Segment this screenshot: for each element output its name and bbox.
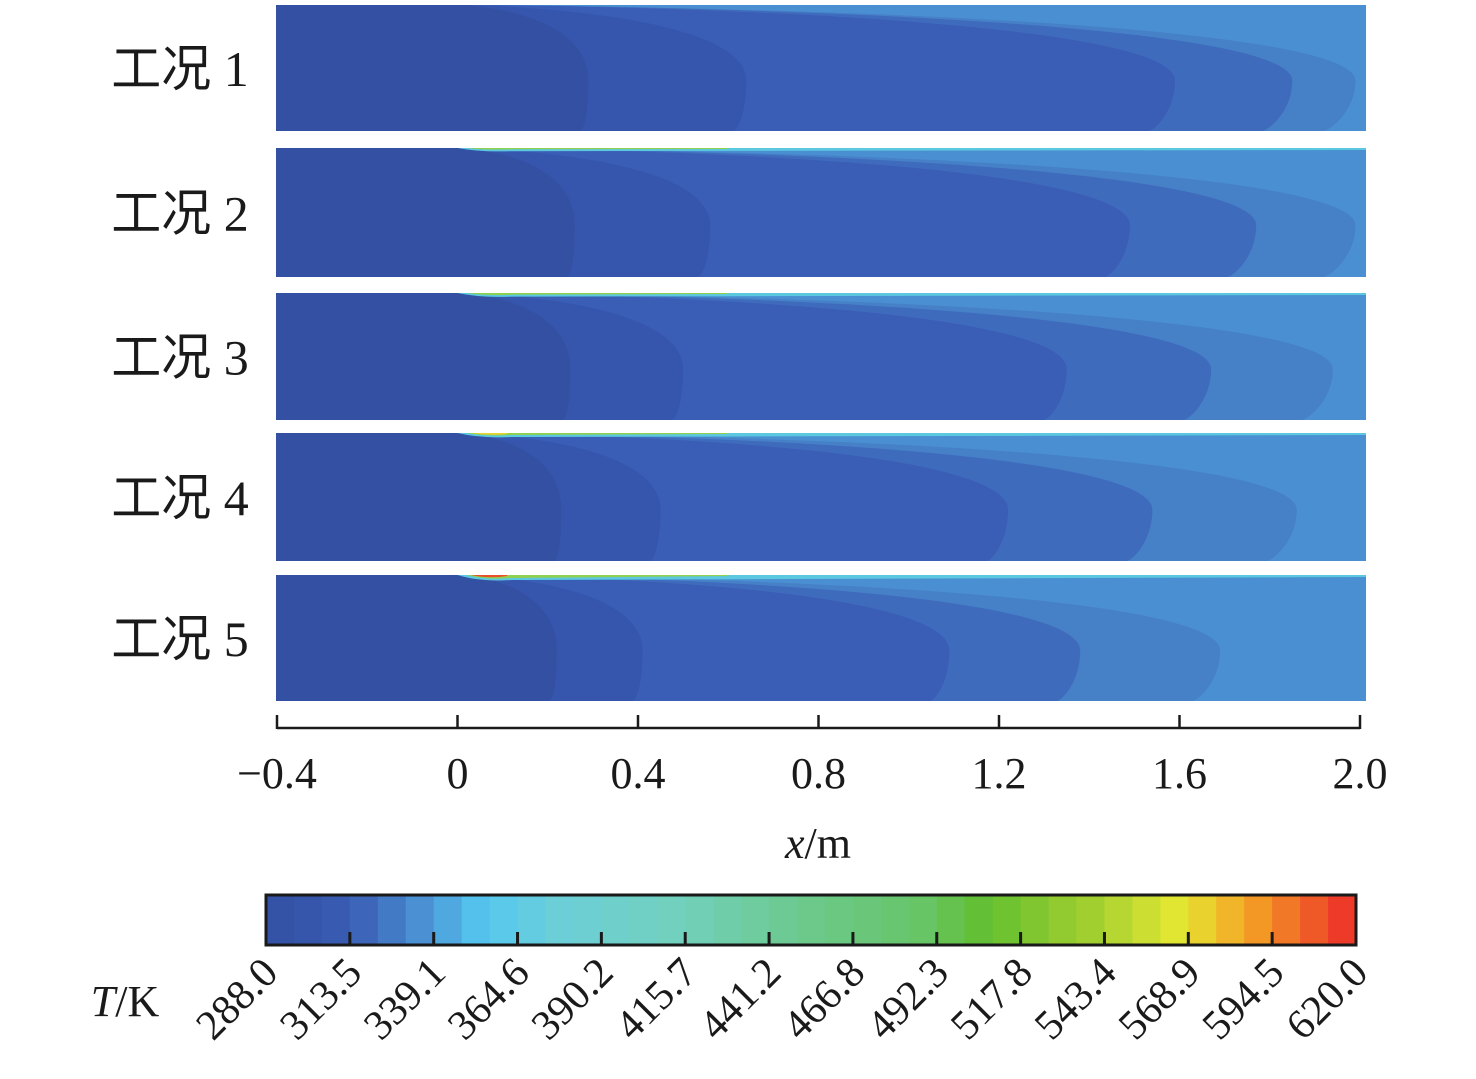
contour-band [276, 575, 557, 701]
colorbar-segment [321, 895, 351, 945]
colorbar-segment [1272, 895, 1301, 945]
colorbar-segment [1244, 895, 1273, 945]
hot-streak-mid [466, 148, 729, 150]
x-tick-label: 0 [447, 749, 469, 798]
colorbar-segment [266, 895, 295, 945]
colorbar-segment [1300, 895, 1329, 945]
contour-bands [276, 293, 1366, 420]
colorbar-tick-label: 517.8 [942, 950, 1041, 1049]
colorbar-segment [377, 895, 407, 945]
colorbar-segment [852, 895, 882, 945]
colorbar-segment [880, 895, 910, 945]
contour-bands [276, 148, 1366, 277]
colorbar-segment [517, 895, 547, 945]
colorbar-tick-label: 620.0 [1278, 950, 1377, 1049]
x-tick-label: 0.8 [791, 749, 846, 798]
colorbar-segment [1076, 895, 1106, 945]
colorbar-segment [936, 895, 966, 945]
colorbar-segment [1132, 895, 1161, 945]
colorbar-segment [1048, 895, 1078, 945]
case-panel-2: 工况 2 [111, 148, 1366, 277]
hot-streak-core [471, 575, 508, 578]
contour-band [276, 433, 562, 561]
colorbar-segment [992, 895, 1022, 945]
colorbar-tick-label: 543.4 [1026, 950, 1125, 1049]
colorbar-segment [1188, 895, 1217, 945]
case-label: 工况 4 [111, 470, 249, 526]
colorbar-segment [489, 895, 519, 945]
colorbar-segment [1328, 895, 1357, 945]
colorbar-segment [685, 895, 714, 945]
colorbar-segment [1020, 895, 1050, 945]
colorbar-tick-label: 466.8 [775, 950, 874, 1049]
x-axis-label: x/m [784, 819, 851, 868]
colorbar-tick-label: 568.9 [1110, 950, 1209, 1049]
case-label: 工况 3 [111, 330, 249, 386]
colorbar-frame [264, 893, 1358, 947]
contour-bands [276, 5, 1366, 131]
colorbar-segment [797, 895, 826, 945]
case-panel-4: 工况 4 [111, 433, 1366, 561]
case-panel-1: 工况 1 [111, 5, 1366, 131]
colorbar-tick-label: 339.1 [355, 950, 454, 1049]
hot-streak-mid [466, 433, 729, 436]
case-label: 工况 2 [111, 186, 249, 242]
colorbar-tick-label: 288.0 [188, 950, 287, 1049]
x-tick-label: −0.4 [237, 749, 317, 798]
colorbar-segment [741, 895, 770, 945]
colorbar-segment [349, 895, 379, 945]
x-tick-label: 0.4 [611, 749, 666, 798]
colorbar-segment [1160, 895, 1189, 945]
case-panel-5: 工况 5 [111, 575, 1366, 701]
colorbar-tick-label: 415.7 [607, 950, 706, 1049]
contour-bands [276, 575, 1366, 701]
colorbar-segment [629, 895, 658, 945]
hot-streak-mid [466, 293, 729, 296]
colorbar-segment [405, 895, 435, 945]
hot-streak-mid [466, 575, 729, 579]
case-label: 工况 1 [111, 41, 249, 97]
x-tick-label: 2.0 [1333, 749, 1388, 798]
colorbar-segment [1104, 895, 1134, 945]
x-tick-label: 1.6 [1152, 749, 1207, 798]
colorbar-tick-label: 390.2 [523, 950, 622, 1049]
colorbar-segment [293, 895, 323, 945]
colorbar-segment [769, 895, 798, 945]
colorbar-segment [545, 895, 575, 945]
colorbar: 288.0313.5339.1364.6390.2415.7441.2466.8… [91, 893, 1377, 1049]
contour-band [276, 5, 589, 131]
colorbar-segment [713, 895, 742, 945]
x-tick-label: 1.2 [972, 749, 1027, 798]
contour-bands [276, 433, 1366, 561]
colorbar-segment [461, 895, 491, 945]
contour-band [276, 293, 571, 420]
colorbar-segment [657, 895, 686, 945]
colorbar-tick-label: 364.6 [439, 950, 538, 1049]
colorbar-tick-label: 441.2 [691, 950, 790, 1049]
colorbar-segment [1216, 895, 1245, 945]
case-panel-3: 工况 3 [111, 293, 1366, 420]
contour-band [276, 148, 575, 277]
colorbar-segment [433, 895, 463, 945]
colorbar-tick-label: 313.5 [272, 950, 371, 1049]
colorbar-segment [964, 895, 994, 945]
x-axis: −0.4 0 0.4 0.8 1.2 1.6 2.0 x/m [237, 715, 1388, 868]
case-label: 工况 5 [111, 611, 249, 667]
colorbar-label: T/K [91, 977, 160, 1026]
colorbar-segment [573, 895, 602, 945]
hot-streak-core [471, 433, 508, 435]
colorbar-segment [908, 895, 938, 945]
colorbar-tick-label: 594.5 [1194, 950, 1293, 1049]
colorbar-segment [601, 895, 630, 945]
colorbar-tick-label: 492.3 [858, 950, 957, 1049]
colorbar-segment [824, 895, 854, 945]
